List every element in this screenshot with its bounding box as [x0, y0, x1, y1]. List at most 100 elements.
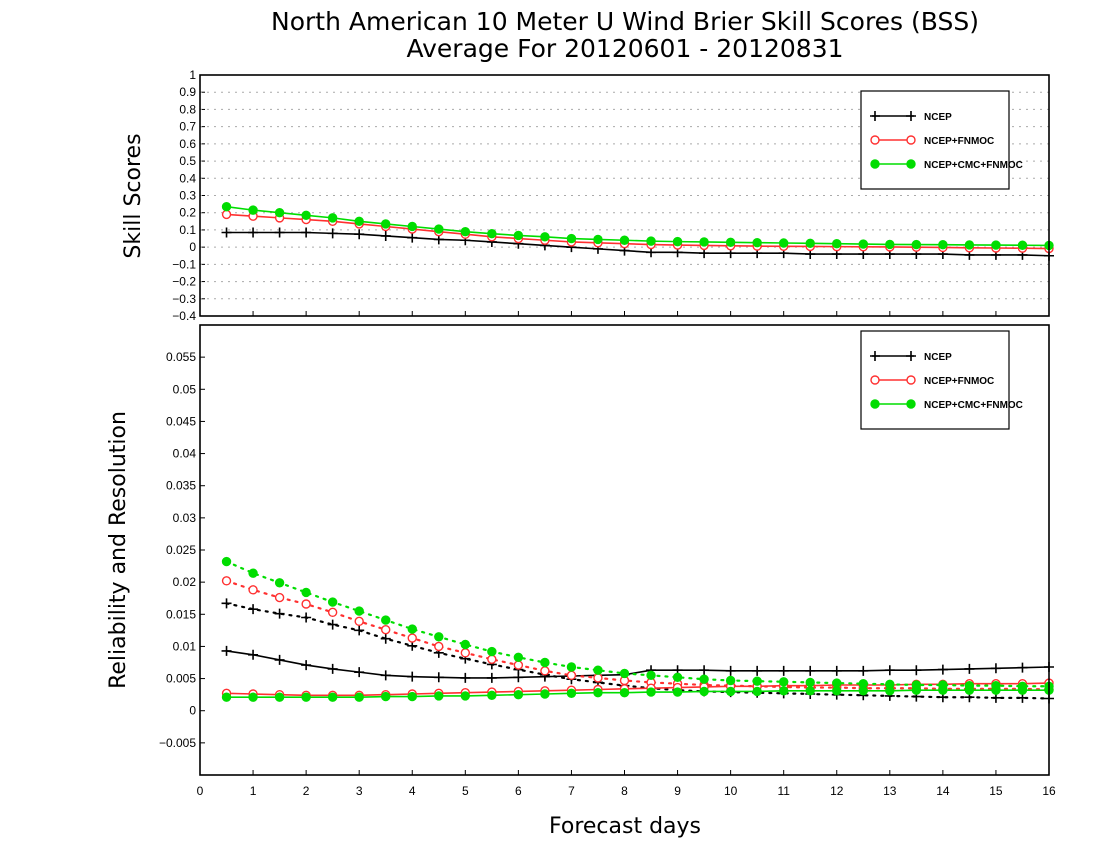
top-series-ncep-cmc-fnmoc-point [381, 219, 391, 229]
bottom-series-ncep-reliability-point [831, 665, 842, 676]
bottom-series-ncep-cmc-fnmoc-resolution-point [832, 678, 842, 688]
top-series-ncep-cmc-fnmoc-point [301, 210, 311, 220]
bottom-series-ncep-reliability-point [407, 671, 418, 682]
top-legend: NCEP NCEP+FNMOC NCEP+CMC+FNMOC [860, 90, 1023, 190]
bottom-series-ncep-fnmoc-resolution-point [248, 585, 258, 595]
bottom-series-ncep-cmc-fnmoc-resolution-point [725, 675, 736, 686]
top-y-tick-label: 0.7 [179, 120, 196, 134]
top-legend-marker [870, 159, 880, 169]
bottom-series-ncep-cmc-fnmoc-reliability-point [752, 686, 762, 697]
bottom-y-tick-label: 0.03 [173, 511, 197, 525]
top-series-ncep-cmc-fnmoc-point [434, 224, 444, 234]
bottom-series-ncep-cmc-fnmoc-reliability-point [327, 692, 338, 702]
bottom-series-ncep-cmc-fnmoc-resolution-point [460, 639, 471, 650]
top-series-ncep-point [327, 228, 338, 239]
bottom-series-ncep-cmc-fnmoc-reliability-point [301, 692, 311, 702]
bottom-legend-marker [906, 399, 916, 409]
top-legend-marker [906, 159, 916, 169]
bottom-series-ncep-resolution-point [221, 598, 232, 609]
top-series-ncep-cmc-fnmoc-point [354, 216, 364, 227]
top-series-ncep-point [354, 229, 365, 240]
bottom-series-ncep-fnmoc-resolution-point [381, 625, 391, 635]
bottom-legend-item: NCEP [870, 351, 952, 363]
bottom-series-ncep-cmc-fnmoc-resolution-point [407, 624, 417, 634]
bottom-series-ncep-cmc-fnmoc-resolution-point [381, 615, 391, 625]
bottom-series-ncep-cmc-fnmoc-reliability-point [1017, 685, 1028, 695]
bottom-series-ncep-cmc-fnmoc-reliability-point [832, 686, 842, 696]
bottom-series-ncep-cmc-fnmoc-reliability-point [407, 691, 417, 702]
x-axis-label: Forecast days [549, 814, 701, 839]
x-tick-label: 10 [724, 784, 738, 798]
bottom-y-tick-label: 0.02 [173, 575, 197, 589]
bottom-series-ncep-reliability-point [725, 665, 736, 676]
bottom-series-ncep-resolution-point [380, 633, 391, 644]
bottom-legend-label: NCEP+CMC+FNMOC [924, 400, 1023, 411]
x-tick-label: 16 [1042, 784, 1056, 798]
bottom-y-tick-label: −0.005 [159, 736, 196, 750]
bottom-series-ncep-cmc-fnmoc-reliability-point [487, 690, 497, 700]
top-series-ncep-cmc-fnmoc-point [991, 240, 1001, 250]
bottom-y-tick-label: 0 [189, 704, 196, 718]
top-series-ncep-cmc-fnmoc-point [619, 235, 630, 245]
bottom-series-ncep-reliability-point [433, 672, 444, 683]
bottom-series-ncep-fnmoc-resolution-point [274, 592, 285, 603]
bottom-series-ncep-reliability-point [513, 672, 524, 683]
top-series-ncep-fnmoc [221, 209, 1054, 254]
top-series-ncep-fnmoc-point [221, 209, 232, 220]
top-series-ncep-cmc-fnmoc-point [805, 238, 815, 249]
bottom-series-ncep-cmc-fnmoc-resolution-line [225, 560, 1051, 688]
top-series-ncep-cmc-fnmoc-point [274, 208, 285, 218]
bottom-series-ncep-fnmoc-resolution-point [566, 670, 577, 681]
x-tick-label: 3 [356, 784, 363, 798]
bottom-series-ncep-cmc-fnmoc-reliability-point [540, 689, 550, 699]
top-series-ncep-cmc-fnmoc-point [248, 205, 258, 215]
bottom-series-ncep-cmc-fnmoc-resolution-point [699, 674, 709, 684]
bottom-y-axis-label: Reliability and Resolution [106, 411, 131, 689]
top-series-ncep-point [301, 227, 312, 238]
x-tick-label: 8 [621, 784, 628, 798]
bottom-series-ncep-reliability-point [354, 667, 365, 678]
top-y-tick-label: −0.2 [172, 275, 196, 289]
bottom-series-ncep-reliability-point [911, 665, 922, 676]
top-series-ncep-cmc-fnmoc-line [226, 205, 1050, 247]
bottom-series-ncep-cmc-fnmoc-resolution-point [778, 677, 789, 687]
bottom-series-ncep-cmc-fnmoc-resolution-point [434, 632, 444, 642]
bottom-series-ncep-fnmoc-resolution-point [221, 576, 232, 586]
bottom-series-ncep-reliability-point [380, 670, 391, 681]
bottom-series-ncep-cmc-fnmoc-reliability-point [964, 685, 975, 695]
bottom-series-ncep-cmc-fnmoc-reliability-point [911, 685, 922, 695]
top-series-ncep-point [407, 232, 418, 243]
bottom-legend-marker [870, 351, 880, 361]
top-series-ncep-cmc-fnmoc-point [221, 201, 232, 212]
top-y-tick-label: 1 [189, 68, 196, 82]
bottom-series-ncep-cmc-fnmoc-reliability-point [513, 689, 524, 700]
top-series-ncep-cmc-fnmoc-point [699, 237, 709, 247]
bottom-series-ncep-cmc-fnmoc-reliability-point [354, 692, 364, 702]
bottom-series-ncep-reliability-point [460, 672, 471, 683]
bottom-series-ncep-reliability-point [301, 660, 312, 671]
bottom-series-ncep-cmc-fnmoc-reliability-point [248, 692, 258, 702]
skill-score-panel: 1 0.9 0.8 0.7 0.6 0.5 0.4 0.3 0.2 0.1 0 −0.1 −0.2 −0.… [172, 68, 1054, 323]
bottom-y-tick-label: 0.055 [166, 350, 196, 364]
bottom-series-ncep-resolution-point [274, 608, 285, 619]
bottom-series-ncep-fnmoc-resolution [221, 576, 1054, 695]
top-y-tick-label: 0.1 [179, 223, 196, 237]
x-tick-label: 4 [409, 784, 416, 798]
top-legend-item: NCEP+FNMOC [870, 135, 994, 147]
top-legend-marker [906, 111, 916, 121]
top-series-ncep-cmc-fnmoc-point [885, 239, 895, 250]
chart-subtitle: Average For 20120601 - 20120831 [406, 34, 843, 63]
x-tick-label: 6 [515, 784, 522, 798]
top-series-ncep-cmc-fnmoc-point [752, 237, 762, 248]
bottom-y-tick-label: 0.035 [166, 479, 196, 493]
bottom-series-ncep-fnmoc-resolution-point [354, 616, 364, 627]
bottom-series-ncep-cmc-fnmoc-resolution-point [513, 652, 524, 663]
bottom-series-ncep-reliability-point [486, 672, 497, 683]
top-series-ncep-cmc-fnmoc-point [672, 236, 683, 247]
bottom-series-ncep-cmc-fnmoc-reliability-point [646, 687, 656, 697]
top-legend-marker [870, 111, 880, 121]
bottom-series-ncep-cmc-fnmoc-reliability-line [226, 689, 1049, 699]
bottom-series-ncep-cmc-fnmoc-reliability-point [460, 691, 471, 701]
top-series-ncep-cmc-fnmoc-point [566, 233, 577, 244]
